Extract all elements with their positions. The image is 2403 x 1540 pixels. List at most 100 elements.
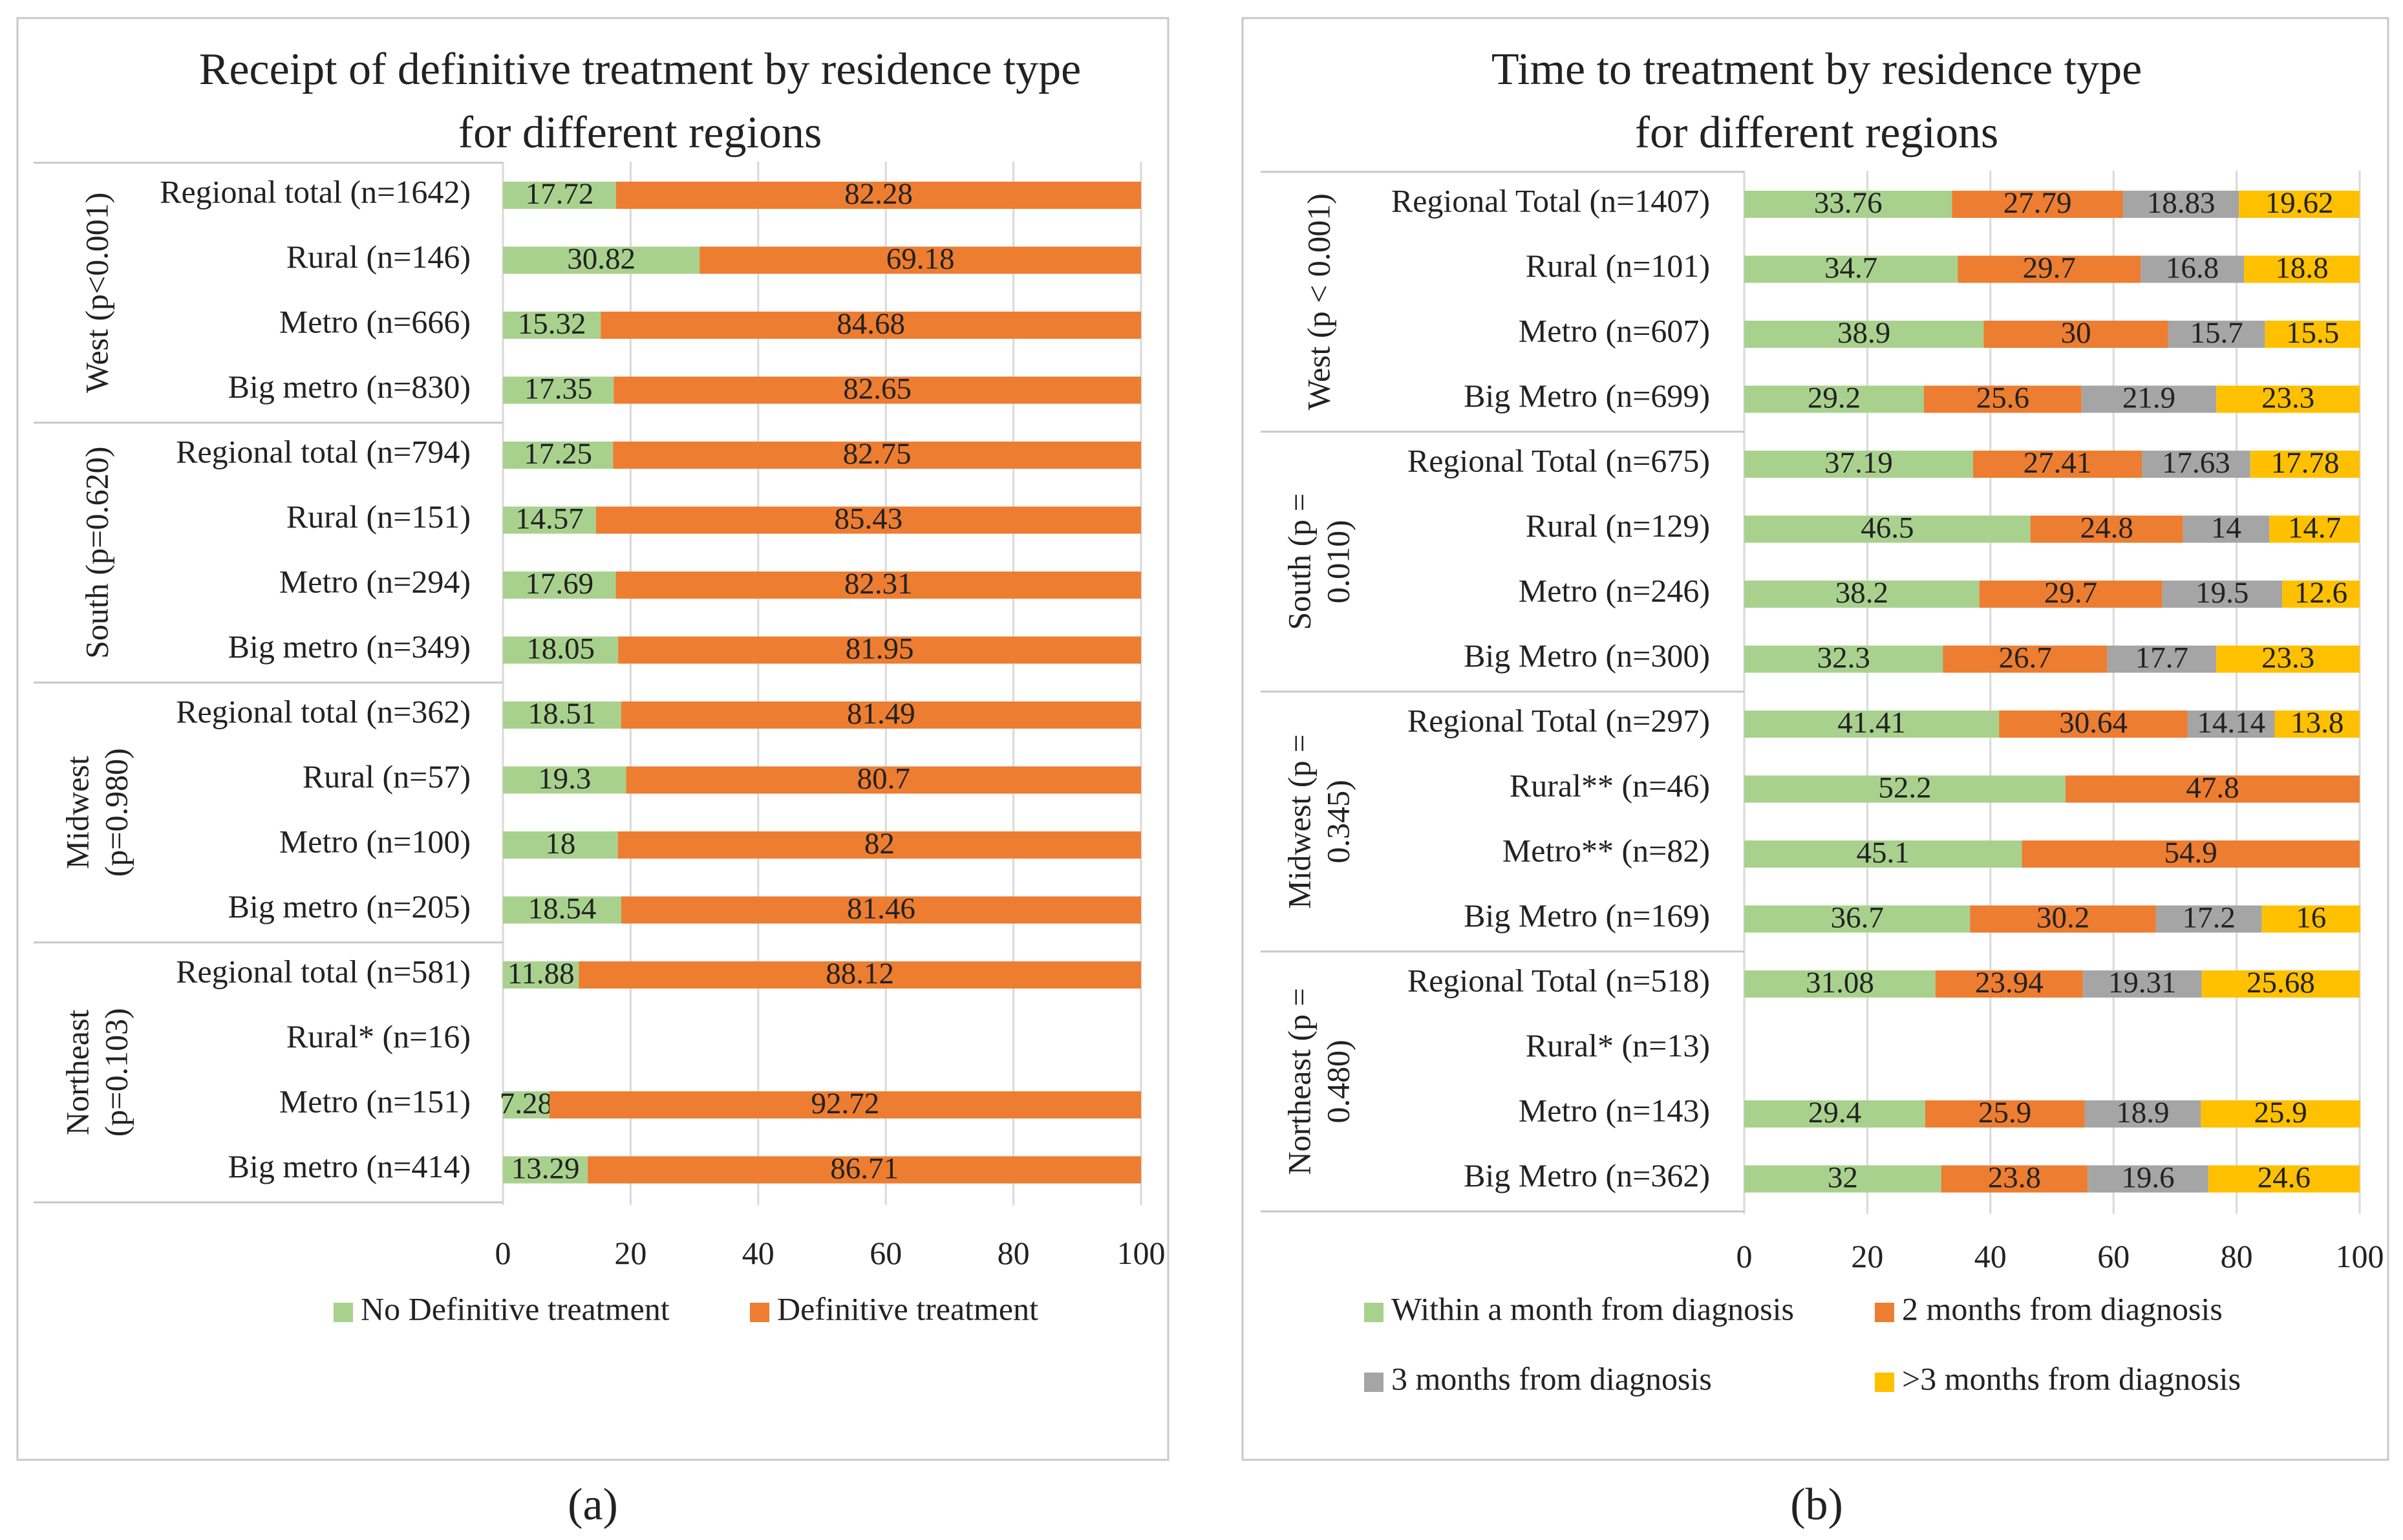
- data-label: 25.9: [2254, 1096, 2307, 1129]
- data-label: 32: [1828, 1160, 1858, 1194]
- data-label: 17.25: [524, 437, 592, 471]
- data-label: 82: [864, 827, 895, 861]
- bar-segment: [2141, 255, 2245, 283]
- data-label: 27.79: [2003, 186, 2072, 220]
- category-label: Big metro (n=349): [228, 628, 471, 665]
- bar-segment: [2265, 321, 2360, 348]
- panel-caption: (b): [1790, 1480, 1843, 1530]
- data-label: 32.3: [1817, 641, 1870, 674]
- bar-segment: [2088, 1165, 2208, 1193]
- x-tick-label: 80: [998, 1235, 1030, 1271]
- data-label: 19.5: [2195, 576, 2248, 610]
- category-label: Rural (n=57): [303, 758, 471, 795]
- bar-segment: [2201, 970, 2360, 998]
- bar-segment: [503, 376, 614, 404]
- data-label: 19.62: [2265, 186, 2334, 220]
- region-label: West (p < 0.001): [1300, 193, 1336, 410]
- bar-segment: [1983, 321, 2168, 348]
- x-tick-label: 20: [614, 1235, 646, 1271]
- data-label: 88.12: [826, 957, 894, 990]
- bar-segment: [503, 312, 601, 339]
- bar-segment: [700, 246, 1141, 274]
- category-label: Regional total (n=1642): [160, 173, 471, 209]
- data-label: 19.3: [538, 762, 591, 795]
- region-label: Midwest (p =: [1281, 734, 1317, 909]
- data-label: 18.05: [526, 632, 595, 665]
- data-label: 23.3: [2261, 641, 2314, 674]
- data-label: 34.7: [1824, 251, 1877, 284]
- region-label: Midwest: [59, 756, 95, 869]
- x-tick-label: 20: [1851, 1238, 1883, 1274]
- bar-segment: [621, 701, 1141, 729]
- x-tick-label: 0: [1736, 1238, 1753, 1274]
- panel-b-time-to-treatment-chart: Time to treatment by residence type for d…: [1241, 17, 2389, 1530]
- x-tick-label: 0: [495, 1235, 511, 1271]
- category-label: Regional Total (n=675): [1407, 442, 1710, 478]
- data-label: 23.94: [1975, 966, 2044, 1000]
- bar-segment: [1744, 970, 1936, 998]
- data-label: 46.5: [1861, 511, 1914, 544]
- bar-segment: [1744, 255, 1958, 283]
- bar-segment: [2269, 515, 2360, 543]
- panel-b-frame: [1241, 17, 2389, 1461]
- bar-segment: [503, 701, 621, 729]
- bar-segment: [2141, 451, 2250, 478]
- data-label: 85.43: [835, 502, 903, 535]
- bar-segment: [1744, 775, 2066, 803]
- bar-segment: [2107, 645, 2217, 673]
- bar-segment: [579, 961, 1141, 989]
- data-label: 13.29: [511, 1151, 580, 1185]
- category-label: Big metro (n=205): [228, 888, 471, 925]
- bar-segment: [2162, 581, 2283, 608]
- bar-segment: [1744, 385, 1924, 413]
- chart-title-line-2: for different regions: [1635, 108, 1998, 158]
- bar-segment: [503, 636, 619, 664]
- bar-segment: [2065, 775, 2360, 803]
- bar-segment: [1744, 1100, 1925, 1128]
- data-label: 24.6: [2258, 1160, 2311, 1194]
- bar-segment: [1744, 1165, 1941, 1193]
- x-tick-label: 40: [1974, 1238, 2007, 1274]
- data-label: 82.31: [844, 567, 913, 601]
- bar-segment: [2261, 905, 2360, 933]
- data-label: 18.83: [2147, 186, 2216, 220]
- bar-segment: [1935, 970, 2083, 998]
- region-label: South (p=0.620): [78, 447, 114, 659]
- category-label: Regional Total (n=1407): [1391, 182, 1710, 219]
- category-label: Rural (n=101): [1526, 248, 1710, 284]
- category-label: Metro (n=666): [279, 303, 471, 339]
- panel-a-frame: [16, 17, 1169, 1461]
- category-label: Rural (n=146): [286, 239, 471, 275]
- data-label: 18.51: [528, 697, 596, 731]
- chart-title-line-1: Time to treatment by residence type: [1491, 45, 2142, 94]
- bar-segment: [2168, 321, 2265, 348]
- bar-segment: [1744, 645, 1943, 673]
- bar-segment: [2022, 840, 2360, 868]
- data-label: 29.7: [2023, 251, 2076, 284]
- data-label: 21.9: [2122, 381, 2175, 414]
- data-label: 18.9: [2116, 1096, 2169, 1129]
- chart-title-line-2: for different regions: [458, 108, 822, 158]
- category-label: Metro (n=294): [279, 563, 471, 599]
- category-label: Metro (n=151): [279, 1083, 471, 1119]
- category-label: Regional Total (n=518): [1407, 962, 1710, 998]
- bar-segment: [595, 506, 1141, 534]
- data-label: 14.57: [515, 502, 584, 535]
- bar-segment: [1943, 645, 2108, 673]
- data-label: 18.54: [528, 892, 597, 925]
- bar-segment: [1941, 1165, 2088, 1193]
- bar-segment: [549, 1091, 1141, 1118]
- data-label: 82.28: [844, 177, 913, 211]
- bar-segment: [613, 442, 1141, 469]
- bar-segment: [2208, 1165, 2360, 1193]
- x-tick-label: 40: [742, 1235, 774, 1271]
- bar-segment: [1958, 255, 2141, 283]
- data-label: 26.7: [1998, 641, 2051, 674]
- category-label: Metro** (n=82): [1502, 832, 1710, 868]
- region-label: Northeast: [59, 1009, 95, 1135]
- bar-segment: [503, 246, 700, 274]
- panel-a-definitive-treatment-chart: Receipt of definitive treatment by resid…: [16, 17, 1169, 1530]
- bar-segment: [503, 182, 616, 209]
- data-label: 17.63: [2162, 446, 2230, 480]
- x-tick-label: 80: [2221, 1238, 2253, 1274]
